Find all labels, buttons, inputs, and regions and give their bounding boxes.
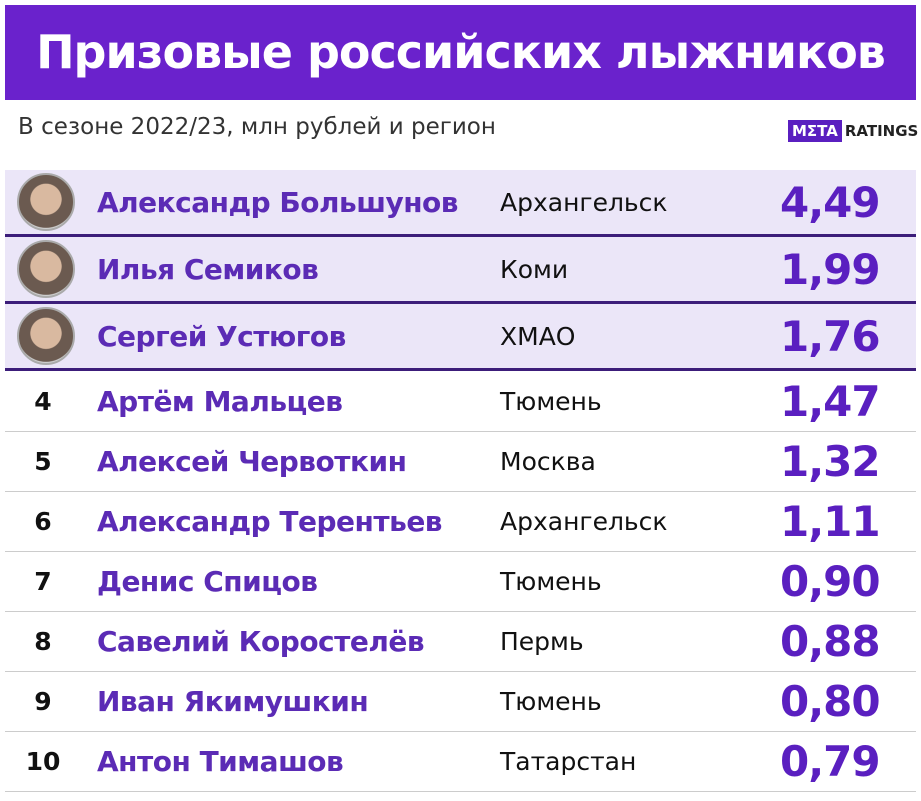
- table-row: 9 Иван Якимушкин Тюмень 0,80: [5, 672, 916, 732]
- athlete-name: Иван Якимушкин: [97, 685, 369, 718]
- athlete-photo: [17, 240, 75, 298]
- prize-value: 0,79: [780, 737, 881, 786]
- athlete-name: Савелий Коростелёв: [97, 625, 425, 658]
- table-row: 5 Алексей Червоткин Москва 1,32: [5, 432, 916, 492]
- logo-suffix: RATINGS: [844, 122, 919, 140]
- rank: 6: [34, 507, 52, 536]
- region: Москва: [500, 447, 596, 476]
- table-row: 7 Денис Спицов Тюмень 0,90: [5, 552, 916, 612]
- rank: 7: [34, 567, 52, 596]
- rank: 10: [25, 747, 61, 776]
- prize-value: 0,88: [780, 617, 881, 666]
- athlete-name: Сергей Устюгов: [97, 319, 346, 353]
- prize-value: 1,11: [780, 497, 881, 546]
- region: Тюмень: [500, 387, 602, 416]
- prize-value: 4,49: [780, 177, 881, 227]
- rank: 8: [34, 627, 52, 656]
- athlete-photo: [17, 307, 75, 365]
- logo-brand: MΣTA: [788, 120, 842, 142]
- title: Призовые российских лыжников: [5, 5, 916, 100]
- prize-value: 1,99: [780, 244, 881, 294]
- athlete-name: Илья Семиков: [97, 252, 319, 286]
- region: Тюмень: [500, 687, 602, 716]
- prize-value: 1,47: [780, 377, 881, 426]
- prize-value: 0,90: [780, 557, 881, 606]
- region: Пермь: [500, 627, 584, 656]
- athlete-name: Алексей Червоткин: [97, 445, 407, 478]
- table-row: Илья Семиков Коми 1,99: [5, 237, 916, 304]
- table-row: 8 Савелий Коростелёв Пермь 0,88: [5, 612, 916, 672]
- rank: 9: [34, 687, 52, 716]
- table-row: Сергей Устюгов ХМАО 1,76: [5, 304, 916, 371]
- region: Татарстан: [500, 747, 637, 776]
- prize-value: 1,32: [780, 437, 881, 486]
- subtitle: В сезоне 2022/23, млн рублей и регион: [18, 114, 496, 140]
- table-row: 4 Артём Мальцев Тюмень 1,47: [5, 372, 916, 432]
- region: Коми: [500, 254, 569, 284]
- table-row: Александр Большунов Архангельск 4,49: [5, 170, 916, 237]
- rank: 5: [34, 447, 52, 476]
- region: Архангельск: [500, 507, 668, 536]
- athlete-name: Александр Большунов: [97, 185, 459, 219]
- athlete-name: Антон Тимашов: [97, 745, 344, 778]
- athlete-photo: [17, 173, 75, 231]
- region: ХМАО: [500, 321, 576, 351]
- prize-value: 1,76: [780, 311, 881, 361]
- region: Архангельск: [500, 187, 668, 217]
- athlete-name: Александр Терентьев: [97, 505, 443, 538]
- athlete-name: Артём Мальцев: [97, 385, 343, 418]
- prize-value: 0,80: [780, 677, 881, 726]
- region: Тюмень: [500, 567, 602, 596]
- logo: MΣTA RATINGS: [788, 120, 918, 142]
- rank: 4: [34, 387, 52, 416]
- athlete-name: Денис Спицов: [97, 565, 318, 598]
- table-row: 6 Александр Терентьев Архангельск 1,11: [5, 492, 916, 552]
- table-row: 10 Антон Тимашов Татарстан 0,79: [5, 732, 916, 792]
